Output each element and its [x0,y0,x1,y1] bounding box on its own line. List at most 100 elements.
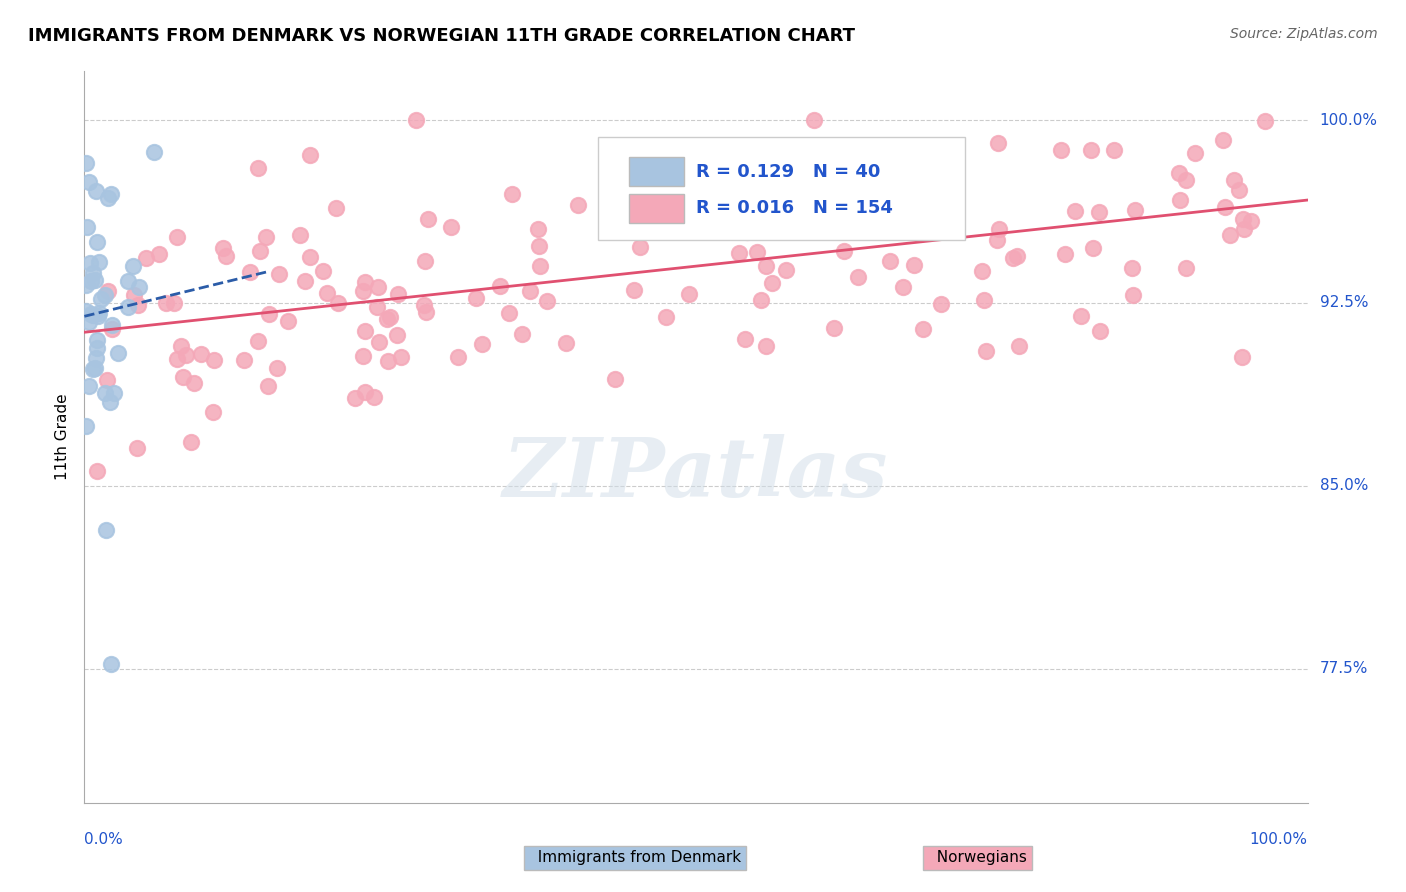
Point [103,386,125,401]
Point [527,221,550,235]
Point [87,306,110,320]
Point [127,298,149,312]
Point [97,191,120,205]
Point [749,293,772,307]
Point [117,274,139,288]
Point [353,384,375,399]
Point [1232,350,1254,364]
Point [100,657,122,671]
Point [257,378,280,392]
Point [1223,172,1246,186]
Point [367,279,389,293]
Point [678,287,700,301]
Point [148,246,170,260]
Point [846,269,869,284]
Point [290,227,312,242]
Text: IMMIGRANTS FROM DENMARK VS NORWEGIAN 11TH GRADE CORRELATION CHART: IMMIGRANTS FROM DENMARK VS NORWEGIAN 11T… [28,27,855,45]
Point [180,435,202,450]
Point [567,198,589,212]
Bar [628,157,683,186]
Point [1184,145,1206,160]
Point [623,283,645,297]
Point [125,441,148,455]
Point [942,202,965,217]
Point [1212,133,1234,147]
Point [170,339,193,353]
Point [735,225,758,239]
Point [76,219,98,234]
Point [143,145,166,159]
Point [215,249,238,263]
Point [247,161,270,175]
Point [529,259,551,273]
Point [1233,221,1256,235]
Point [257,307,280,321]
Point [84,351,107,365]
Point [1174,261,1197,276]
Point [354,324,377,338]
Point [233,353,256,368]
Point [527,239,550,253]
Point [100,186,122,201]
Point [135,251,157,265]
Point [1063,203,1085,218]
Point [1050,143,1073,157]
Point [239,265,262,279]
Point [75,304,97,318]
Bar [628,194,683,223]
Point [891,280,914,294]
Point [94,385,117,400]
Point [1219,228,1241,243]
Point [183,376,205,390]
Point [912,322,935,336]
Point [378,310,401,324]
Point [728,246,751,260]
Point [84,184,107,198]
Point [128,280,150,294]
Point [1213,201,1236,215]
Point [405,113,427,128]
Point [415,304,437,318]
Point [294,274,316,288]
Point [249,244,271,259]
Point [325,202,347,216]
Point [77,315,100,329]
Point [202,405,225,419]
Point [107,346,129,360]
Point [87,309,110,323]
Point [519,284,541,298]
Point [1227,183,1250,197]
Point [489,278,512,293]
Point [117,300,139,314]
Point [972,264,994,278]
Point [212,241,235,255]
Point [247,334,270,348]
Text: Norwegians: Norwegians [928,850,1028,865]
Point [363,390,385,404]
Text: Immigrants from Denmark: Immigrants from Denmark [529,850,741,865]
Point [202,352,225,367]
Point [1239,214,1261,228]
Text: R = 0.129   N = 40: R = 0.129 N = 40 [696,162,880,180]
Point [974,343,997,358]
Text: 100.0%: 100.0% [1250,832,1308,847]
Point [367,335,389,350]
Point [84,273,107,287]
Point [344,391,367,405]
Point [79,274,101,288]
Text: ZIPatlas: ZIPatlas [503,434,889,514]
Text: 100.0%: 100.0% [1320,112,1378,128]
Point [86,341,108,355]
Point [82,362,104,376]
Point [385,327,408,342]
Point [389,351,412,365]
Point [1054,247,1077,261]
Point [811,212,834,227]
Point [931,297,953,311]
Point [628,240,651,254]
Point [808,206,831,220]
Point [352,349,374,363]
Point [166,229,188,244]
Point [266,361,288,376]
FancyBboxPatch shape [598,137,965,240]
